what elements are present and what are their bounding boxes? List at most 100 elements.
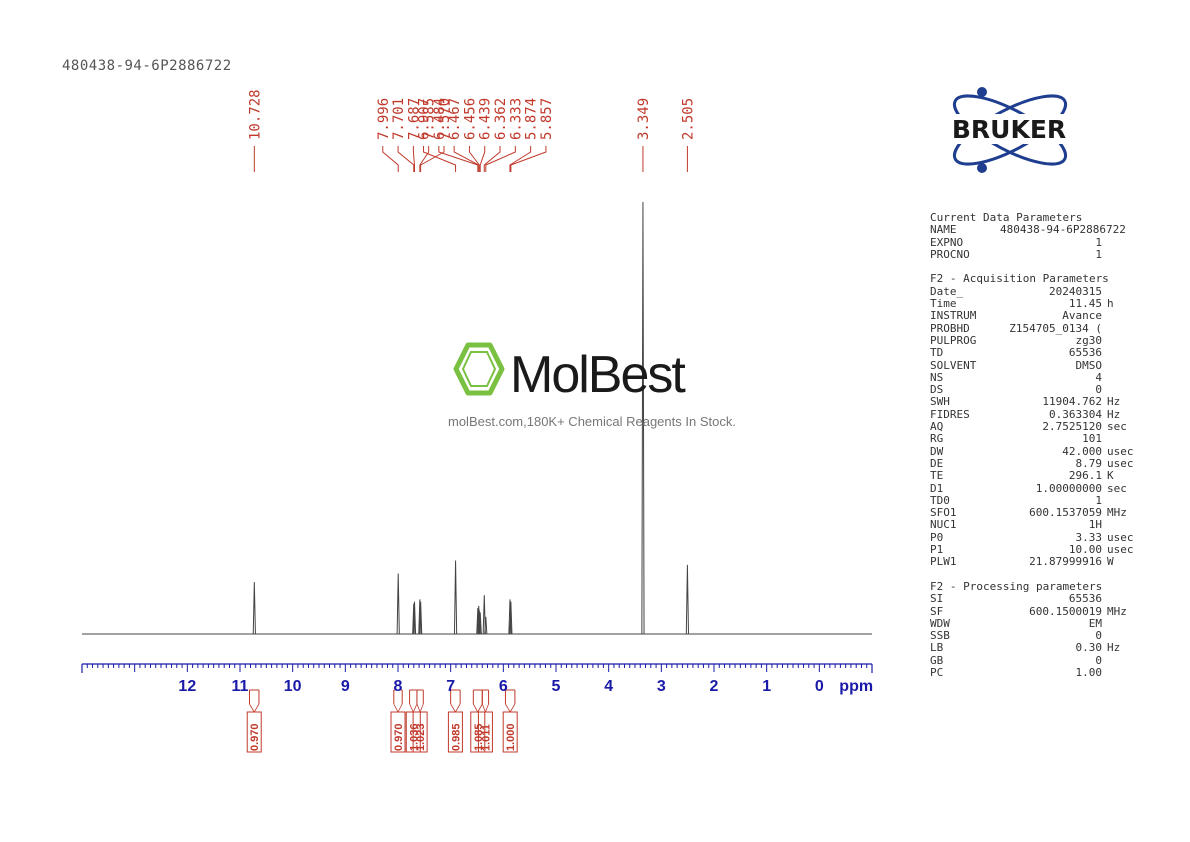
parameter-row: PROBHD Z154705_0134 ( — [930, 322, 1145, 335]
parameter-key: TD — [930, 346, 944, 360]
parameter-value: zg30 — [1075, 333, 1103, 347]
parameter-row: AQ 2.7525120 sec — [930, 420, 1145, 434]
peak-label-leader — [438, 146, 479, 172]
peak-label-leader — [382, 146, 399, 172]
parameter-value: 1.00000000 — [1035, 481, 1102, 495]
parameter-unit: sec — [1107, 481, 1127, 495]
parameter-row: SWH 11904.762 Hz — [930, 395, 1145, 409]
parameter-row: GB 0 — [930, 654, 1145, 667]
peak-label-leader — [419, 146, 430, 172]
parameter-row: TD 65536 — [930, 346, 1145, 360]
parameter-row: DS 0 — [930, 383, 1145, 397]
integral-bracket — [253, 703, 260, 713]
parameter-unit: MHz — [1107, 506, 1127, 520]
peak-label-leader — [510, 146, 547, 172]
parameter-value: 11904.762 — [1042, 395, 1102, 409]
peak-label: 5.874 — [524, 98, 540, 140]
parameter-value: 1 — [1095, 235, 1102, 249]
integral-bracket — [450, 703, 456, 713]
peak-label-leader — [509, 146, 532, 172]
integral-bracket — [416, 703, 421, 713]
parameter-unit — [1102, 519, 1107, 531]
integral-value: 1.011 — [480, 724, 492, 751]
spectrum-peak — [509, 601, 513, 635]
parameter-section-title: F2 - Processing parameters — [930, 579, 1103, 593]
parameter-key: P0 — [930, 530, 944, 544]
peak-label: 10.728 — [247, 89, 263, 140]
spectrum-peak — [453, 560, 458, 635]
peak-label: 6.362 — [493, 98, 509, 140]
parameter-row: SFO1 600.1537059 MHz — [930, 506, 1145, 520]
parameter-unit: h — [1107, 297, 1114, 311]
parameter-value: 1 — [1095, 493, 1102, 507]
ppm-tick-label: 8 — [394, 678, 403, 695]
molbest-watermark: MolBest — [453, 342, 688, 404]
peak-label-leader — [420, 146, 445, 172]
parameter-key: SF — [930, 604, 944, 618]
parameter-row: RG 101 — [930, 433, 1145, 446]
parameter-value: 10.00 — [1068, 543, 1102, 557]
peak-label: 7.701 — [391, 98, 407, 140]
peak-label: 6.439 — [478, 98, 494, 140]
sample-id-label: 480438-94-6P2886722 — [62, 58, 232, 74]
parameter-key: DS — [930, 383, 944, 397]
spectrum-peak — [478, 612, 482, 635]
parameter-row: NS 4 — [930, 371, 1145, 384]
parameter-value: DMSO — [1075, 358, 1103, 372]
parameter-unit — [1102, 593, 1107, 605]
peak-label: 7.996 — [376, 98, 392, 140]
parameter-key: P1 — [930, 543, 944, 557]
integral-bracket — [481, 703, 486, 713]
parameter-unit: sec — [1107, 420, 1127, 434]
parameter-row: P0 3.33 usec — [930, 530, 1145, 544]
parameter-unit — [1102, 655, 1107, 667]
parameter-unit: K — [1107, 469, 1114, 483]
ppm-tick-label: 4 — [604, 678, 613, 695]
parameter-value: 8.79 — [1075, 456, 1103, 470]
parameter-row: NUC1 1H — [930, 518, 1145, 532]
parameter-unit — [1102, 237, 1107, 249]
parameter-unit: usec — [1107, 456, 1134, 470]
parameter-row: TD0 1 — [930, 493, 1145, 507]
parameter-row: Date_ 20240315 — [930, 284, 1145, 298]
peak-label-leader — [397, 146, 415, 172]
parameter-key: SOLVENT — [930, 358, 977, 372]
parameter-value: 0 — [1095, 629, 1102, 643]
bruker-logo: BRUKER — [926, 87, 1092, 173]
ppm-tick-label: 3 — [657, 678, 666, 695]
parameter-row: PROCNO 1 — [930, 248, 1145, 261]
peak-label: 7.687 — [406, 98, 422, 140]
watermark-caption: molBest.com,180K+ Chemical Reagents In S… — [448, 414, 736, 429]
parameter-row: PC 1.00 — [930, 666, 1145, 679]
parameter-key: NUC1 — [930, 518, 957, 532]
parameter-unit — [1102, 433, 1107, 445]
ppm-tick-label: 1 — [762, 678, 771, 695]
integral-bracket — [412, 703, 418, 713]
parameter-unit — [1102, 372, 1107, 384]
peak-label-leader — [453, 146, 480, 172]
peak-label-leader — [479, 146, 486, 172]
spectrum-peak — [482, 595, 486, 635]
parameter-row: FIDRES 0.363304 Hz — [930, 408, 1145, 421]
parameter-key: Date_ — [930, 284, 964, 298]
parameter-value: 600.1500019 — [1029, 604, 1102, 618]
parameter-value: 65536 — [1068, 592, 1102, 606]
parameter-key: NAME — [930, 223, 957, 237]
peak-label-leader — [468, 146, 480, 172]
parameter-key: TD0 — [930, 493, 950, 507]
peak-label: 3.349 — [636, 98, 652, 140]
parameter-unit: usec — [1107, 444, 1134, 458]
integral-bracket — [419, 703, 424, 713]
parameter-row: NAME 480438-94-6P2886722 — [930, 223, 1145, 237]
integral-value: 0.970 — [249, 723, 261, 751]
parameter-unit — [1102, 323, 1107, 335]
parameter-row: SF 600.1500019 MHz — [930, 604, 1145, 618]
parameter-unit — [1102, 347, 1107, 359]
integral-value: 1.036 — [408, 723, 420, 751]
parameter-key: AQ — [930, 420, 944, 434]
spectrum-peak — [412, 601, 417, 635]
parameter-key: Time — [930, 297, 957, 311]
parameter-value: 2.7525120 — [1042, 420, 1102, 434]
